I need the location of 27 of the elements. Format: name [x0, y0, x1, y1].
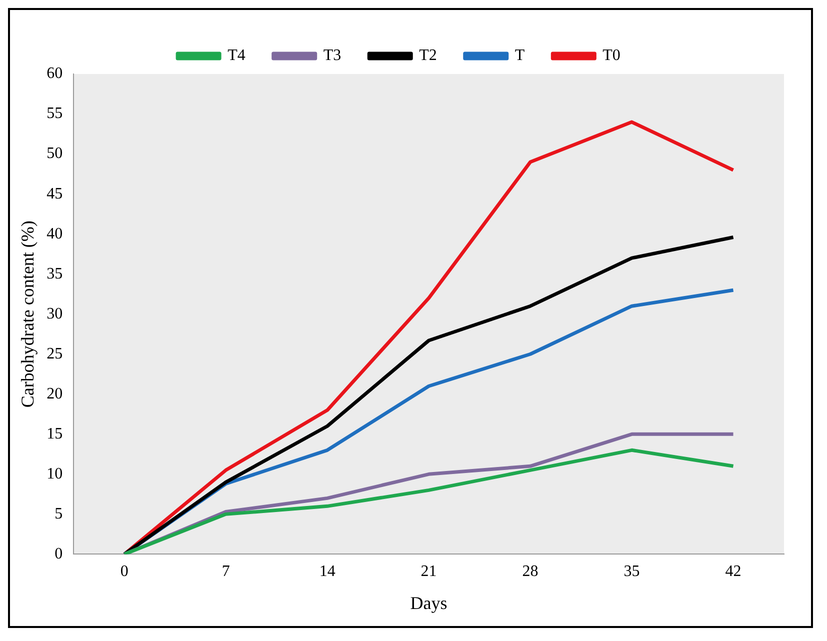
- legend-label: T0: [602, 47, 620, 64]
- y-axis-title: Carbohydrate content (%): [18, 220, 38, 408]
- x-tick-label: 7: [222, 563, 230, 580]
- x-axis-title: Days: [410, 592, 448, 613]
- y-tick-label: 0: [54, 545, 63, 562]
- y-tick-label: 5: [54, 505, 63, 522]
- legend-label: T3: [323, 47, 342, 64]
- x-tick-label: 21: [420, 563, 437, 580]
- y-tick-label: 35: [46, 265, 63, 282]
- x-tick-label: 28: [522, 563, 538, 580]
- legend-label: T2: [419, 47, 437, 64]
- y-tick-label: 20: [46, 385, 63, 402]
- legend-label: T: [514, 47, 525, 64]
- y-tick-label: 15: [46, 425, 63, 442]
- y-tick-label: 25: [46, 345, 63, 362]
- y-tick-label: 60: [46, 65, 63, 82]
- x-tick-label: 35: [624, 563, 640, 580]
- x-tick-label: 42: [725, 563, 742, 580]
- x-tick-label: 14: [319, 563, 336, 580]
- y-tick-label: 40: [46, 225, 63, 242]
- y-tick-label: 10: [46, 465, 63, 482]
- y-tick-label: 50: [46, 145, 63, 162]
- y-tick-label: 45: [46, 185, 63, 202]
- x-tick-label: 0: [120, 563, 128, 580]
- y-tick-label: 30: [46, 305, 63, 322]
- y-tick-label: 55: [46, 105, 63, 122]
- legend-label: T4: [228, 47, 246, 64]
